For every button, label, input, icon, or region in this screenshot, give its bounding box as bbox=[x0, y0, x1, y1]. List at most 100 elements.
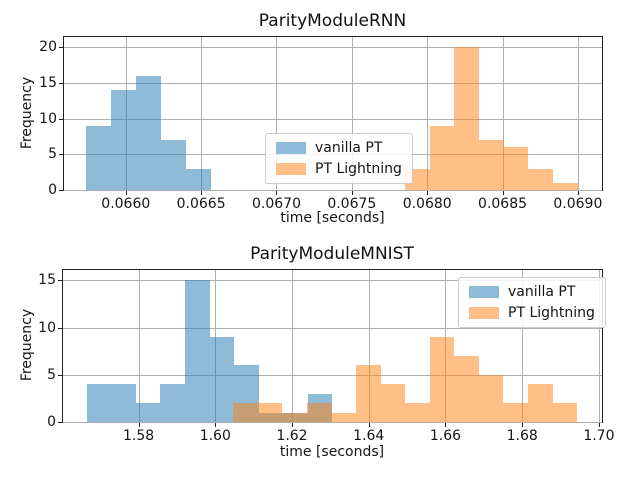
x-tick-label: 0.0680 bbox=[402, 196, 452, 212]
gridline-x bbox=[276, 37, 278, 190]
tick-mark-x bbox=[522, 423, 524, 427]
hist-bar-vanilla-pt bbox=[283, 412, 308, 422]
y-axis-label: Frequency bbox=[19, 308, 35, 382]
legend-swatch-pt-lightning bbox=[276, 163, 306, 175]
tick-mark-x bbox=[577, 191, 579, 195]
tick-mark-x bbox=[502, 191, 504, 195]
hist-bar-vanilla-pt bbox=[209, 337, 235, 422]
hist-bar-pt-lightning bbox=[429, 125, 455, 190]
legend: vanilla PT PT Lightning bbox=[265, 133, 413, 184]
axes: 0 5 10 15 1.58 1.60 1.62 1.64 1.66 1.68 1.70 bbox=[38, 269, 615, 444]
x-axis-label: time [seconds] bbox=[280, 210, 385, 226]
gridline-x bbox=[201, 37, 203, 190]
hist-bar-vanilla-pt bbox=[85, 125, 111, 190]
gridline-x bbox=[445, 270, 447, 422]
x-tick-label: 0.0690 bbox=[553, 196, 603, 212]
x-tick-label: 0.0675 bbox=[327, 196, 377, 212]
gridline-y bbox=[63, 327, 602, 329]
y-tick-label: 5 bbox=[47, 366, 56, 383]
hist-bar-pt-lightning bbox=[233, 403, 258, 422]
tick-mark-x bbox=[138, 423, 140, 427]
tick-mark-y bbox=[59, 118, 63, 120]
hist-bar-vanilla-pt bbox=[111, 384, 136, 422]
tick-mark-x bbox=[445, 423, 447, 427]
tick-mark-x bbox=[368, 423, 370, 427]
y-tick-label: 10 bbox=[38, 319, 56, 336]
x-tick-label: 1.70 bbox=[583, 428, 615, 444]
hist-bar-pt-lightning bbox=[528, 168, 554, 190]
hist-bar-vanilla-pt bbox=[86, 384, 112, 422]
gridline-x bbox=[125, 37, 127, 190]
tick-mark-y bbox=[59, 82, 63, 84]
x-tick-label: 1.66 bbox=[429, 428, 462, 444]
hist-bar-pt-lightning bbox=[454, 47, 480, 190]
y-tick-label: 5 bbox=[48, 146, 57, 163]
tick-mark-x bbox=[427, 191, 429, 195]
y-axis-label: Frequency bbox=[19, 76, 35, 150]
x-axis-label: time [seconds] bbox=[279, 444, 385, 460]
legend-swatch-vanilla-pt bbox=[469, 286, 499, 298]
x-tick-label: 0.0660 bbox=[101, 196, 151, 212]
gridline-y bbox=[64, 154, 602, 156]
tick-mark-y bbox=[58, 327, 62, 329]
legend-swatch-pt-lightning bbox=[469, 307, 499, 319]
y-tick-label: 15 bbox=[38, 272, 56, 289]
hist-bar-pt-lightning bbox=[405, 168, 430, 190]
tick-mark-x bbox=[201, 191, 203, 195]
tick-mark-x bbox=[276, 191, 278, 195]
hist-bar-pt-lightning bbox=[356, 365, 381, 422]
x-tick-label: 1.68 bbox=[506, 428, 538, 444]
legend-label: PT Lightning bbox=[315, 161, 402, 177]
tick-mark-x bbox=[292, 423, 294, 427]
hist-bar-pt-lightning bbox=[257, 403, 283, 422]
gridline-x bbox=[292, 270, 294, 422]
tick-mark-y bbox=[58, 280, 62, 282]
hist-bar-vanilla-pt bbox=[160, 384, 185, 422]
hist-bar-pt-lightning bbox=[478, 374, 504, 422]
axes: 0 5 10 15 20 0.0660 0.0665 0.0670 0.0675 0.0680 0.… bbox=[39, 36, 603, 212]
hist-bar-vanilla-pt bbox=[307, 393, 333, 422]
gridline-x bbox=[577, 37, 579, 190]
legend-item: vanilla PT bbox=[276, 141, 402, 155]
plot-title: ParityModuleRNN bbox=[258, 11, 407, 31]
hist-bar-pt-lightning bbox=[454, 355, 479, 422]
hist-bar-vanilla-pt bbox=[184, 280, 210, 422]
gridline-x bbox=[368, 270, 370, 422]
legend-swatch-vanilla-pt bbox=[276, 142, 306, 154]
hist-bar-pt-lightning bbox=[331, 412, 357, 422]
gridline-x bbox=[351, 37, 353, 190]
legend-label: vanilla PT bbox=[315, 140, 383, 156]
y-tick-label: 0 bbox=[48, 182, 57, 198]
hist-bar-pt-lightning bbox=[527, 384, 553, 422]
x-tick-label: 1.62 bbox=[276, 428, 308, 444]
legend: vanilla PT PT Lightning bbox=[458, 277, 606, 328]
y-tick-label: 20 bbox=[39, 39, 57, 55]
tick-mark-x bbox=[125, 191, 127, 195]
tick-mark-y bbox=[59, 190, 63, 191]
hist-bar-pt-lightning bbox=[306, 403, 332, 422]
hist-bar-pt-lightning bbox=[503, 147, 529, 190]
hist-bar-pt-lightning bbox=[405, 403, 430, 422]
gridline-x bbox=[138, 270, 140, 422]
gridline-y bbox=[63, 280, 602, 282]
tick-mark-x bbox=[351, 191, 353, 195]
tick-mark-x bbox=[215, 423, 217, 427]
plot-title: ParityModuleMNIST bbox=[250, 244, 414, 264]
gridline-x bbox=[522, 270, 524, 422]
y-tick-label: 10 bbox=[39, 110, 57, 127]
hist-bar-vanilla-pt bbox=[135, 75, 161, 190]
hist-bar-pt-lightning bbox=[479, 139, 504, 190]
tick-mark-y bbox=[59, 154, 63, 156]
hist-bar-vanilla-pt bbox=[234, 365, 259, 422]
legend-item: PT Lightning bbox=[469, 306, 595, 320]
y-tick-label: 0 bbox=[47, 414, 56, 430]
gridline-x bbox=[598, 270, 600, 422]
hist-bar-vanilla-pt bbox=[160, 139, 186, 190]
x-tick-label: 0.0670 bbox=[251, 196, 301, 212]
hist-bar-pt-lightning bbox=[282, 412, 307, 422]
gridline-x bbox=[215, 270, 217, 422]
hist-bar-pt-lightning bbox=[552, 403, 578, 422]
gridline-y bbox=[64, 118, 602, 120]
